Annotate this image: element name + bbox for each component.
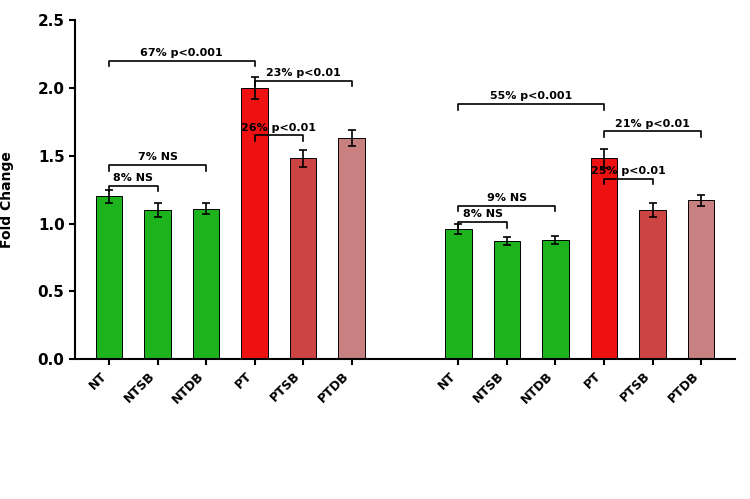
Text: 23% p<0.01: 23% p<0.01: [266, 68, 340, 78]
Bar: [591, 158, 617, 359]
Text: 7% NS: 7% NS: [137, 153, 178, 163]
Bar: [193, 209, 219, 359]
Text: 8% NS: 8% NS: [113, 173, 153, 183]
Bar: [445, 229, 472, 359]
Text: 67% p<0.001: 67% p<0.001: [140, 48, 223, 58]
Bar: [494, 241, 520, 359]
Text: 9% NS: 9% NS: [487, 193, 527, 203]
Bar: [96, 197, 122, 359]
Bar: [688, 201, 714, 359]
Bar: [338, 138, 365, 359]
Bar: [290, 158, 316, 359]
Bar: [144, 210, 171, 359]
Text: 55% p<0.001: 55% p<0.001: [490, 91, 572, 101]
Text: 25% p<0.01: 25% p<0.01: [591, 166, 665, 176]
Bar: [242, 88, 268, 359]
Text: 26% p<0.01: 26% p<0.01: [242, 123, 316, 133]
Bar: [542, 240, 568, 359]
Text: 21% p<0.01: 21% p<0.01: [615, 119, 690, 129]
Text: Fold Change: Fold Change: [1, 151, 14, 248]
Bar: [639, 210, 666, 359]
Text: 8% NS: 8% NS: [463, 210, 503, 220]
